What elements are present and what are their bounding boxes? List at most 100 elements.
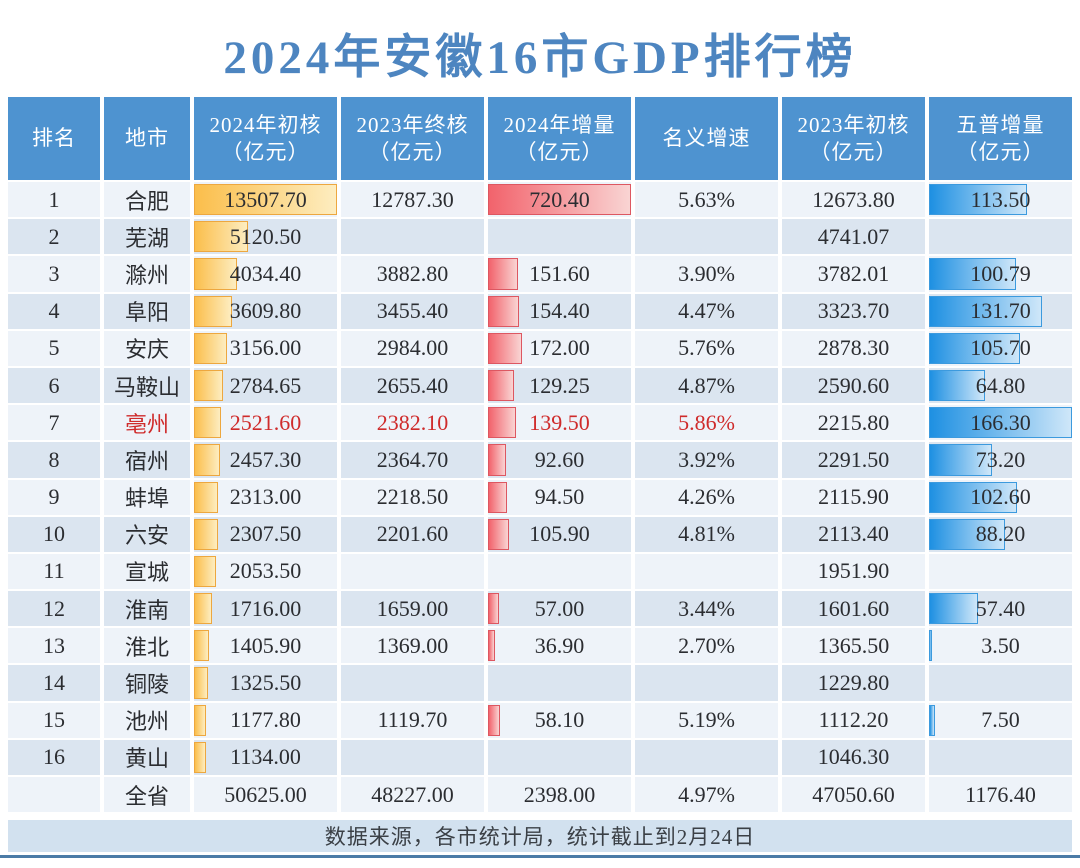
table-row: 12 淮南 1716.00 1659.00 57.00 3.44% 1601.60 57.40 — [8, 591, 1072, 627]
increment-2024-bar — [488, 258, 519, 290]
city-cell: 全省 — [104, 777, 190, 813]
growth-rate-cell: 4.81% — [635, 516, 778, 552]
gdp-2024-bar — [194, 741, 206, 773]
growth-rate-cell — [635, 665, 778, 701]
city-cell-value: 六安 — [124, 523, 169, 549]
wupu-increment-bar — [929, 630, 932, 662]
city-cell-value: 全省 — [124, 783, 169, 809]
gdp-2023-initial-cell: 3323.70 — [782, 293, 925, 329]
rank-cell-value: 3 — [48, 260, 60, 286]
growth-rate-cell: 4.87% — [635, 367, 778, 404]
table-row: 8 宿州 2457.30 2364.70 92.60 3.92% 2291.50 73.20 — [8, 442, 1072, 478]
increment-2024-cell-value: 36.90 — [534, 632, 585, 658]
increment-2024-cell-value: 720.40 — [529, 186, 590, 212]
table-body: 1 合肥 13507.70 12787.30 720.40 5.63% 12673.80 11… — [8, 182, 1072, 813]
city-cell-value: 蚌埠 — [124, 486, 169, 512]
wupu-increment-cell — [929, 739, 1072, 775]
gdp-2024-bar — [194, 518, 219, 550]
gdp-2024-cell-value: 3609.80 — [229, 298, 302, 324]
table-row: 7 亳州 2521.60 2382.10 139.50 5.86% 2215.80 166.3… — [8, 405, 1072, 441]
growth-rate-cell: 5.86% — [635, 405, 778, 441]
increment-2024-cell — [488, 219, 631, 255]
gdp-2024-cell-value: 13507.70 — [224, 186, 307, 212]
city-cell: 芜湖 — [104, 219, 190, 255]
gdp-2023-initial-cell-value: 4741.07 — [817, 223, 890, 249]
gdp-2024-cell: 1716.00 — [194, 591, 337, 627]
gdp-2024-bar — [194, 481, 219, 513]
increment-2024-bar — [488, 518, 510, 550]
gdp-2024-cell-value: 2313.00 — [229, 484, 302, 510]
city-cell: 宣城 — [104, 553, 190, 590]
growth-rate-cell — [635, 219, 778, 255]
wupu-increment-cell-value: 113.50 — [970, 186, 1031, 212]
footer-note: 数据来源，各市统计局，统计截止到2月24日 — [8, 820, 1072, 852]
wupu-increment-cell: 166.30 — [929, 405, 1072, 441]
gdp-2023-initial-cell-value: 1601.60 — [817, 595, 890, 621]
rank-cell: 6 — [8, 367, 100, 404]
gdp-2023-initial-cell: 1046.30 — [782, 739, 925, 775]
increment-2024-cell-value: 57.00 — [534, 595, 585, 621]
gdp-2024-bar — [194, 295, 233, 327]
gdp-2023-final-cell — [341, 665, 484, 701]
gdp-2024-cell-value: 1177.80 — [230, 707, 301, 733]
city-cell: 亳州 — [104, 405, 190, 441]
growth-rate-cell-value: 3.92% — [678, 446, 735, 472]
gdp-2023-final-cell: 1119.70 — [341, 702, 484, 738]
wupu-increment-cell-value: 131.70 — [970, 298, 1031, 324]
increment-2024-cell: 720.40 — [488, 182, 631, 218]
rank-cell: 15 — [8, 702, 100, 738]
increment-2024-cell-value: 151.60 — [529, 260, 590, 286]
gdp-2023-final-cell — [341, 553, 484, 590]
gdp-2023-final-cell: 3455.40 — [341, 293, 484, 329]
increment-2024-bar — [488, 332, 523, 364]
gdp-2024-cell: 1134.00 — [194, 739, 337, 775]
header-wupu-increment-cell: 五普增量 （亿元） — [929, 97, 1072, 180]
header-gdp-2024-cell: 2024年初核 （亿元） — [194, 97, 337, 180]
bottom-divider — [0, 855, 1080, 858]
gdp-2024-cell: 5120.50 — [194, 219, 337, 255]
growth-rate-cell-value: 4.97% — [678, 781, 735, 807]
increment-2024-cell-value: 94.50 — [534, 484, 585, 510]
table-row: 5 安庆 3156.00 2984.00 172.00 5.76% 2878.30 105.7… — [8, 330, 1072, 366]
growth-rate-cell: 5.19% — [635, 702, 778, 738]
gdp-2024-bar — [194, 332, 228, 364]
wupu-increment-cell: 1176.40 — [929, 777, 1072, 813]
increment-2024-bar — [488, 630, 496, 662]
wupu-increment-bar — [929, 332, 1020, 364]
growth-rate-cell-value: 3.90% — [678, 260, 735, 286]
growth-rate-cell: 4.97% — [635, 777, 778, 813]
gdp-2024-cell: 2053.50 — [194, 553, 337, 590]
wupu-increment-cell: 73.20 — [929, 442, 1072, 478]
wupu-increment-bar — [929, 407, 1072, 439]
header-gdp-2023-final-cell: 2023年终核 （亿元） — [341, 97, 484, 180]
gdp-2023-final-cell-value: 1119.70 — [377, 707, 448, 733]
city-cell: 合肥 — [104, 182, 190, 218]
increment-2024-cell: 151.60 — [488, 256, 631, 292]
city-cell-value: 安庆 — [124, 337, 169, 363]
rank-cell — [8, 777, 100, 813]
city-cell-value: 池州 — [124, 709, 169, 735]
gdp-2023-initial-cell: 3782.01 — [782, 256, 925, 292]
gdp-2023-final-cell: 2655.40 — [341, 367, 484, 404]
gdp-2023-final-cell — [341, 219, 484, 255]
gdp-2023-final-cell: 2382.10 — [341, 405, 484, 441]
increment-2024-cell: 154.40 — [488, 293, 631, 329]
gdp-2024-cell: 2784.65 — [194, 367, 337, 404]
growth-rate-cell: 3.44% — [635, 591, 778, 627]
gdp-2023-initial-cell: 2115.90 — [782, 479, 925, 515]
table-row-total: 全省 50625.00 48227.00 2398.00 4.97% 47050.60 11… — [8, 777, 1072, 813]
city-cell: 黄山 — [104, 739, 190, 775]
growth-rate-cell-value: 4.87% — [678, 372, 735, 398]
rank-cell: 2 — [8, 219, 100, 255]
wupu-increment-cell-value: 57.40 — [975, 595, 1026, 621]
growth-rate-cell-value: 5.63% — [678, 186, 735, 212]
gdp-2024-cell-value: 4034.40 — [229, 260, 302, 286]
gdp-2023-final-cell: 2201.60 — [341, 516, 484, 552]
growth-rate-cell-value: 3.44% — [678, 595, 735, 621]
wupu-increment-cell-value: 1176.40 — [965, 781, 1036, 807]
gdp-2023-final-cell: 12787.30 — [341, 182, 484, 218]
increment-2024-cell: 105.90 — [488, 516, 631, 552]
city-cell-value: 芜湖 — [124, 225, 169, 251]
gdp-2023-final-cell-value: 1369.00 — [376, 632, 449, 658]
gdp-2023-final-cell-value: 48227.00 — [371, 781, 454, 807]
